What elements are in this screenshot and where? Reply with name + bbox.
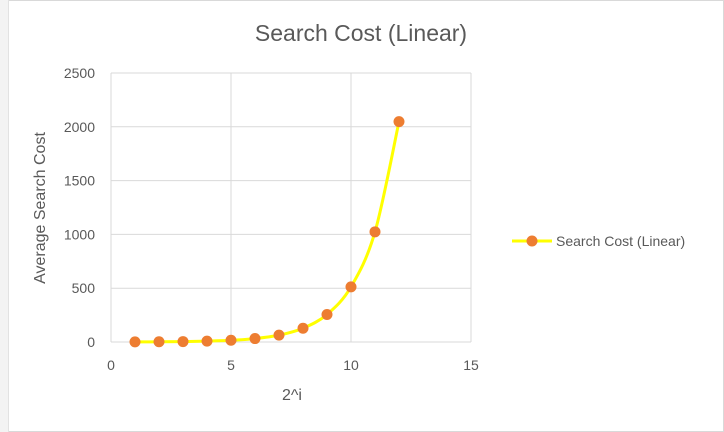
data-point [249, 333, 261, 345]
data-point [201, 335, 213, 347]
gridlines [110, 72, 472, 343]
y-tick-label: 1500 [64, 173, 95, 189]
y-tick-label: 0 [87, 334, 95, 350]
data-point [345, 281, 357, 293]
data-point [393, 116, 405, 128]
x-tick-label: 15 [463, 357, 479, 373]
legend-marker [526, 235, 538, 247]
x-axis-label: 2^i [282, 387, 302, 404]
data-point [369, 226, 381, 238]
data-point [177, 336, 189, 348]
y-tick-label: 500 [72, 280, 96, 296]
data-point [297, 322, 309, 334]
data-point [321, 308, 333, 320]
chart-title: Search Cost (Linear) [255, 20, 467, 46]
y-axis-label: Average Search Cost [32, 132, 49, 284]
x-tick-label: 10 [343, 357, 359, 373]
x-tick-label: 5 [227, 357, 235, 373]
legend: Search Cost (Linear) [512, 233, 685, 249]
y-tick-label: 2000 [64, 119, 95, 135]
legend-label: Search Cost (Linear) [556, 233, 685, 249]
data-point [225, 334, 237, 346]
x-tick-label: 0 [107, 357, 115, 373]
tick-labels: 0 500 1000 1500 2000 2500 0 5 10 15 [64, 65, 479, 373]
data-point [129, 336, 141, 348]
sheet-edge [0, 0, 9, 432]
data-point [273, 329, 285, 341]
y-tick-label: 1000 [64, 226, 95, 242]
data-point [153, 336, 165, 348]
series-plot [129, 116, 405, 348]
series-line [134, 121, 401, 344]
y-tick-label: 2500 [64, 65, 95, 81]
